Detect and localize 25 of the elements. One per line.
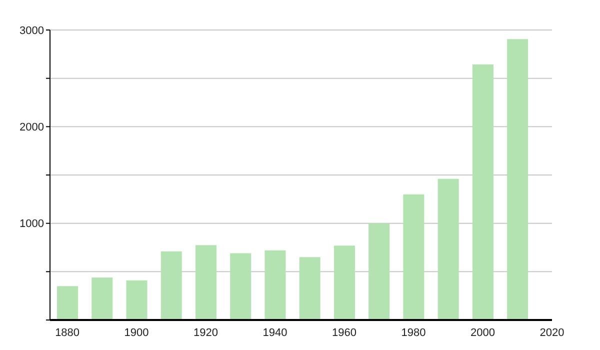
bar	[160, 251, 182, 320]
bar	[57, 286, 78, 320]
bar	[334, 246, 355, 320]
bar	[368, 223, 390, 320]
x-tick-label: 1900	[124, 326, 149, 339]
bar	[507, 39, 528, 320]
y-tick-label: 3000	[20, 24, 44, 37]
bar	[126, 280, 148, 320]
x-tick-label: 1940	[262, 326, 288, 339]
bar	[403, 194, 424, 320]
x-tick-label: 2000	[470, 326, 495, 339]
x-tick-label: 1980	[401, 326, 426, 339]
bar	[472, 64, 494, 320]
x-tick-label: 1960	[332, 326, 357, 339]
bar	[299, 257, 320, 320]
y-tick-label: 2000	[20, 122, 44, 134]
bar	[438, 178, 459, 320]
x-tick-label: 1920	[194, 326, 218, 339]
y-tick-label: 1000	[20, 218, 44, 230]
bar	[195, 245, 216, 320]
x-tick-label: 2020	[540, 326, 564, 339]
bar	[264, 250, 286, 320]
bar	[92, 277, 113, 320]
x-tick-label: 1880	[55, 326, 80, 339]
bar	[230, 253, 252, 320]
